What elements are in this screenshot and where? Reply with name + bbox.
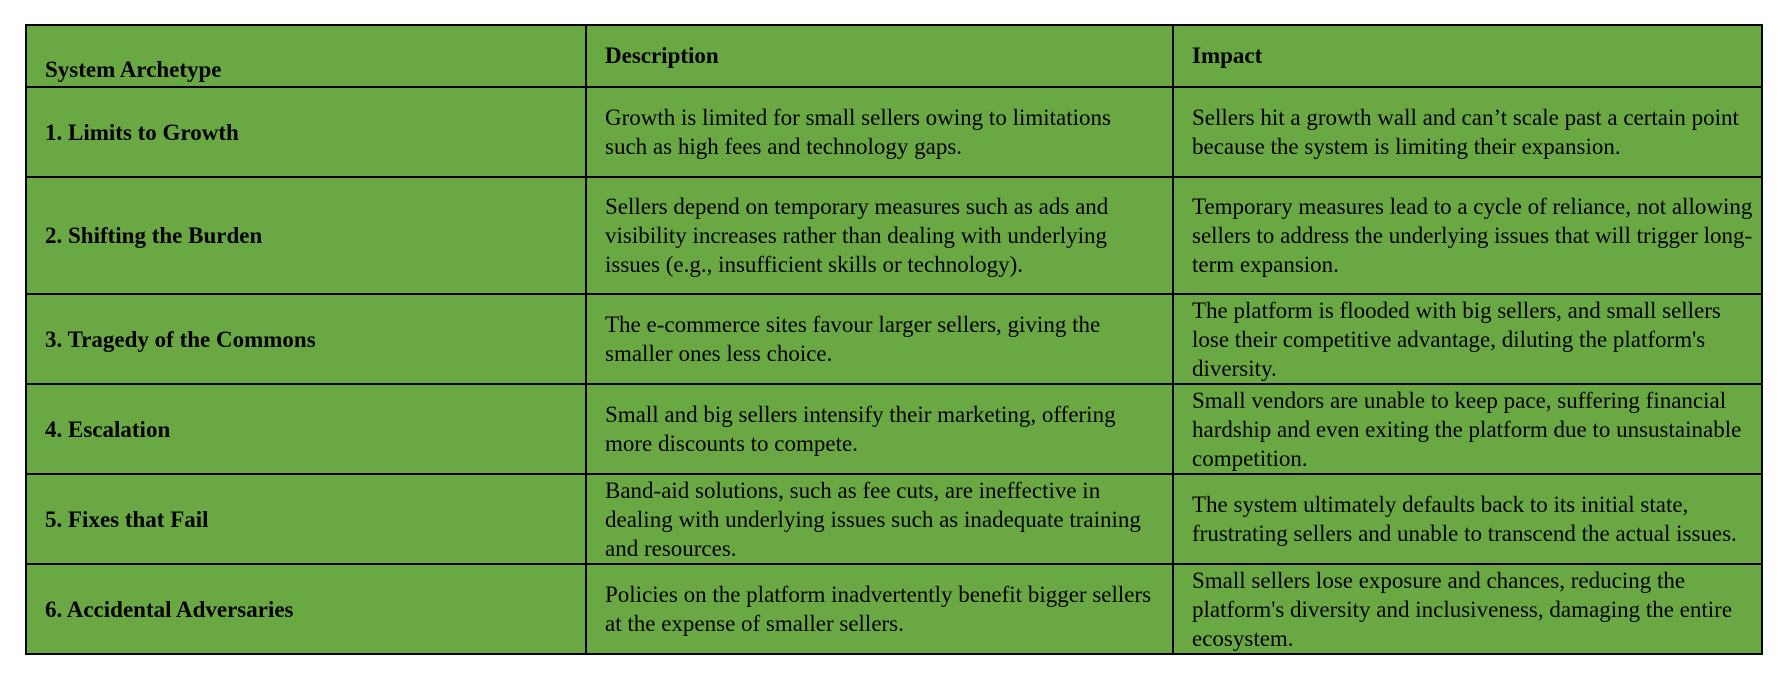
table-row: 5. Fixes that Fail Band-aid solutions, s… (25, 473, 1763, 565)
table-header-row: System Archetype Description Impact (25, 24, 1763, 88)
archetype-cell: 4. Escalation (25, 383, 587, 475)
impact-cell: Small sellers lose exposure and chances,… (1172, 563, 1763, 655)
header-description: Description (585, 24, 1174, 88)
table-row: 1. Limits to Growth Growth is limited fo… (25, 86, 1763, 178)
impact-cell: Temporary measures lead to a cycle of re… (1172, 176, 1763, 295)
description-cell: Small and big sellers intensify their ma… (585, 383, 1174, 475)
header-impact: Impact (1172, 24, 1763, 88)
table-row: 2. Shifting the Burden Sellers depend on… (25, 176, 1763, 295)
description-cell: Policies on the platform inadvertently b… (585, 563, 1174, 655)
impact-cell: The system ultimately defaults back to i… (1172, 473, 1763, 565)
archetype-cell: 1. Limits to Growth (25, 86, 587, 178)
description-cell: Band-aid solutions, such as fee cuts, ar… (585, 473, 1174, 565)
archetype-cell: 2. Shifting the Burden (25, 176, 587, 295)
description-cell: Growth is limited for small sellers owin… (585, 86, 1174, 178)
header-system-archetype: System Archetype (25, 24, 587, 88)
archetype-cell: 5. Fixes that Fail (25, 473, 587, 565)
impact-cell: The platform is flooded with big sellers… (1172, 293, 1763, 385)
archetype-cell: 3. Tragedy of the Commons (25, 293, 587, 385)
impact-cell: Sellers hit a growth wall and can’t scal… (1172, 86, 1763, 178)
table-row: 4. Escalation Small and big sellers inte… (25, 383, 1763, 475)
system-archetypes-table: System Archetype Description Impact 1. L… (25, 24, 1763, 655)
table-row: 6. Accidental Adversaries Policies on th… (25, 563, 1763, 655)
description-cell: The e-commerce sites favour larger selle… (585, 293, 1174, 385)
impact-cell: Small vendors are unable to keep pace, s… (1172, 383, 1763, 475)
archetype-cell: 6. Accidental Adversaries (25, 563, 587, 655)
description-cell: Sellers depend on temporary measures suc… (585, 176, 1174, 295)
table-row: 3. Tragedy of the Commons The e-commerce… (25, 293, 1763, 385)
